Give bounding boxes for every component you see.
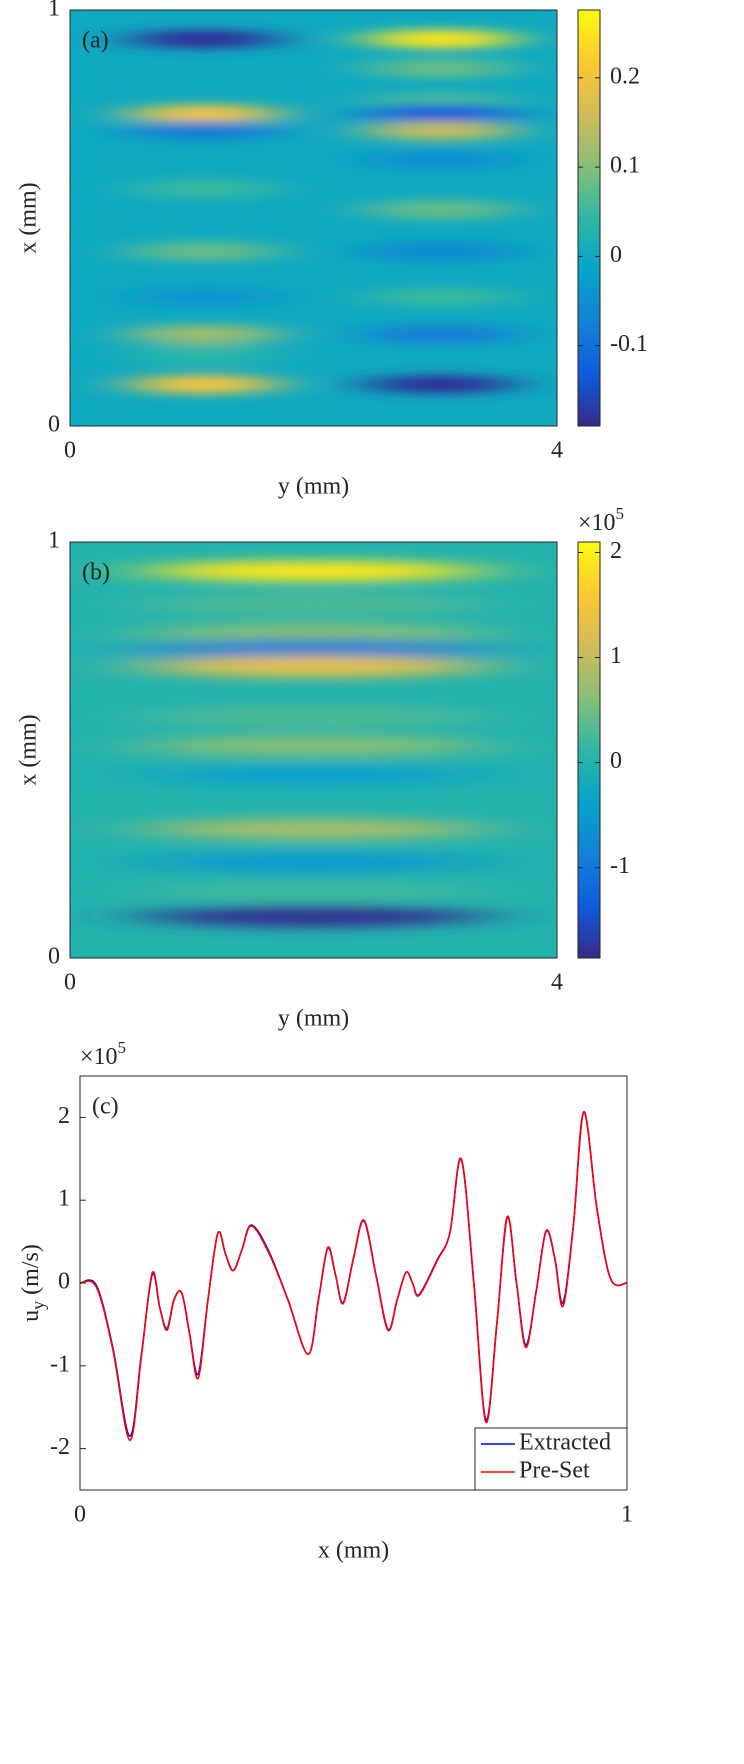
x-axis-label: x (mm) xyxy=(318,1538,389,1564)
heat-feature xyxy=(143,851,484,874)
multiplier: ×105 xyxy=(578,504,624,536)
colorbar-tick-label: 1 xyxy=(610,643,622,669)
y-tick-label: -1 xyxy=(50,1351,70,1377)
heat-feature xyxy=(365,374,516,395)
heat-feature xyxy=(128,345,279,366)
y-tick-label: 0 xyxy=(48,412,60,438)
heat-feature xyxy=(128,287,279,308)
heat-feature xyxy=(128,324,279,345)
heat-feature xyxy=(143,622,484,645)
x-axis-label: y (mm) xyxy=(278,474,349,500)
heatmap-features xyxy=(128,29,516,395)
heat-feature xyxy=(365,58,516,79)
heat-feature xyxy=(365,29,516,50)
y-axis-label-main: u xyxy=(18,1310,44,1322)
legend-label: Extracted xyxy=(519,1430,611,1456)
colorbar-tick-label: 0.1 xyxy=(610,153,640,179)
y-tick-label: 1 xyxy=(48,0,60,22)
multiplier-exponent: 5 xyxy=(118,1038,127,1057)
multiplier-exponent: 5 xyxy=(616,504,625,523)
heat-feature xyxy=(143,560,484,583)
heat-feature xyxy=(365,149,516,170)
multiplier-base: ×10 xyxy=(578,510,616,536)
x-tick-label: 0 xyxy=(64,438,76,464)
heat-feature xyxy=(365,104,516,124)
heat-feature xyxy=(143,905,484,928)
heat-feature xyxy=(365,120,516,141)
colorbar-tick-label: 2 xyxy=(610,538,622,564)
y-axis-label-subscript: y xyxy=(28,1301,48,1310)
plot-frame xyxy=(69,541,558,959)
heat-feature xyxy=(128,241,279,262)
heat-feature xyxy=(128,104,279,124)
colorbar xyxy=(577,541,601,959)
heat-feature xyxy=(365,241,516,262)
data-line xyxy=(80,1110,627,1442)
heat-feature xyxy=(128,120,279,141)
heat-feature xyxy=(365,199,516,220)
colorbar-tick-label: -0.1 xyxy=(610,331,648,357)
heat-feature xyxy=(365,324,516,345)
x-axis-label: y (mm) xyxy=(278,1006,349,1032)
y-tick-label: 0 xyxy=(48,944,60,970)
colorbar xyxy=(577,9,601,427)
x-tick-label: 0 xyxy=(74,1502,86,1528)
colorbar-tick-label: -1 xyxy=(610,853,630,879)
multiplier-base: ×10 xyxy=(80,1044,118,1070)
heatmap xyxy=(70,542,557,958)
plot-background xyxy=(80,1076,627,1490)
x-tick-label: 1 xyxy=(621,1502,633,1528)
y-axis-label: uy (m/s) xyxy=(18,1244,49,1322)
panel-label: (a) xyxy=(82,28,109,54)
x-tick-label: 4 xyxy=(551,438,563,464)
heat-feature xyxy=(128,178,279,199)
heatmap-features xyxy=(143,560,484,928)
colorbar-tick-label: 0 xyxy=(610,748,622,774)
colorbar-tick-label: 0 xyxy=(610,242,622,268)
colorbar-tick-label: 0.2 xyxy=(610,63,640,89)
heat-feature xyxy=(143,763,484,786)
heat-feature xyxy=(143,880,484,903)
heat-feature xyxy=(128,374,279,395)
heatmap xyxy=(70,10,557,426)
panel-label: (c) xyxy=(92,1094,119,1120)
heat-feature xyxy=(143,655,484,678)
legend-label: Pre-Set xyxy=(519,1458,590,1484)
heat-feature xyxy=(143,818,484,841)
y-axis-label: x (mm) xyxy=(16,182,42,253)
legend-box xyxy=(474,1427,628,1491)
heat-feature xyxy=(143,639,484,662)
heat-feature xyxy=(128,29,279,50)
y-axis-label: x (mm) xyxy=(16,714,42,785)
x-tick-label: 4 xyxy=(551,970,563,996)
plot-frame xyxy=(69,9,558,427)
y-tick-label: 1 xyxy=(48,528,60,554)
panel-label: (b) xyxy=(82,560,110,586)
x-tick-label: 0 xyxy=(64,970,76,996)
y-tick-label: 2 xyxy=(58,1103,70,1129)
y-tick-label: 0 xyxy=(58,1269,70,1295)
y-axis-label-unit: (m/s) xyxy=(18,1244,44,1295)
heat-feature xyxy=(365,287,516,308)
heat-feature xyxy=(143,593,484,616)
heat-feature xyxy=(143,734,484,757)
y-tick-label: -2 xyxy=(50,1434,70,1460)
y-tick-label: 1 xyxy=(58,1186,70,1212)
multiplier: ×105 xyxy=(80,1038,126,1070)
heat-feature xyxy=(143,705,484,728)
